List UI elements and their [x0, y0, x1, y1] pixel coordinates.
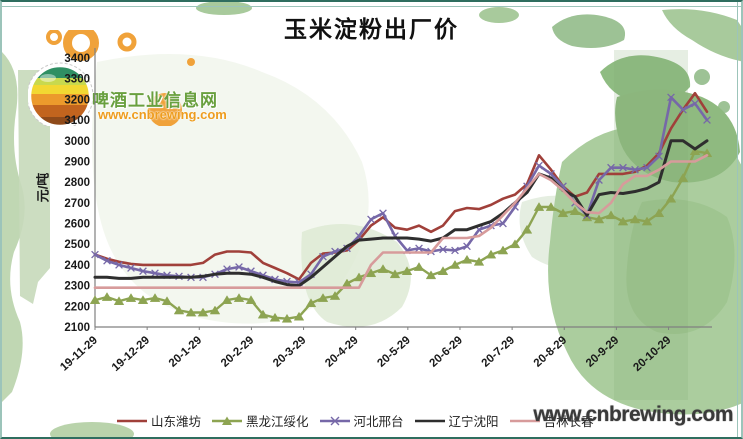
- legend-label: 辽宁沈阳: [448, 415, 499, 429]
- x-tick-label: 19-12-29: [110, 334, 152, 374]
- x-tick-label: 20-5-29: [375, 334, 412, 369]
- map-right-landmass-inner: [626, 199, 735, 334]
- legend-line-sample: [117, 419, 147, 422]
- legend-line-sample: [414, 419, 445, 422]
- y-axis-unit-label: 元/吨: [35, 172, 51, 203]
- map-mid-patch: [301, 224, 411, 327]
- x-tick-label: 20-10-29: [631, 334, 673, 374]
- watermark: www.cnbrewing.com: [533, 403, 733, 426]
- legend-line-sample: [319, 416, 350, 425]
- y-tick-label: 2800: [64, 177, 90, 189]
- legend-label: 吉林长春: [543, 415, 594, 429]
- map-left-band: [18, 70, 50, 304]
- x-tick-label: 20-1-29: [167, 334, 204, 369]
- y-tick-label: 2200: [64, 301, 90, 313]
- chart-title: 玉米淀粉出厂价: [284, 17, 459, 42]
- x-tick-label: 20-8-29: [532, 334, 569, 369]
- legend-item-heilongjiang-suihua: 黑龙江绥化: [211, 411, 309, 430]
- map-right-landmass-north: [615, 89, 740, 183]
- logo-site-url: www.cnbrewing.com: [98, 107, 227, 122]
- x-tick-label: 20-7-29: [480, 334, 517, 369]
- map-ne-hook: [662, 9, 741, 62]
- y-tick-label: 2500: [64, 239, 90, 251]
- legend-item-hebei-xingtai: 河北邢台: [319, 411, 404, 430]
- chart-legend: 山东潍坊 黑龙江绥化 河北邢台 辽宁沈阳 吉林长春: [116, 411, 594, 430]
- site-logo: 啤酒工业信息网 www.cnbrewing.com: [26, 25, 240, 130]
- series-line-2: [93, 96, 709, 284]
- legend-label: 黑龙江绥化: [246, 415, 309, 429]
- y-tick-label: 3100: [64, 115, 90, 127]
- series-x-markers: [91, 93, 711, 287]
- x-tick-label: 20-3-29: [271, 334, 308, 369]
- frame-inner-right-line: [737, 2, 738, 437]
- frame-inner-top-line: [2, 6, 741, 7]
- x-tick-label: 20-9-29: [584, 334, 621, 369]
- legend-item-shandong-weifang: 山东潍坊: [116, 411, 201, 430]
- x-tick-label: 20-6-29: [427, 334, 464, 369]
- legend-line-sample: [509, 419, 540, 422]
- x-tick-label: 19-11-29: [58, 334, 100, 373]
- series-line-1: [93, 149, 709, 320]
- y-tick-label: 3300: [64, 74, 90, 86]
- map-ne-island-1: [552, 14, 626, 48]
- map-left-coast: [2, 52, 25, 402]
- y-tick-label: 2600: [64, 219, 90, 231]
- x-tick-label: 20-2-29: [219, 334, 256, 369]
- series-triangle-markers: [89, 146, 713, 323]
- series-line-3: [93, 139, 709, 288]
- map-bottom-island: [50, 422, 134, 437]
- legend-label: 山东潍坊: [151, 415, 202, 429]
- y-tick-label: 2900: [64, 156, 90, 168]
- y-tick-label: 2100: [64, 322, 90, 334]
- map-top-island-1: [196, 2, 252, 15]
- logo-site-name: 啤酒工业信息网: [92, 91, 218, 110]
- series-line-4: [93, 154, 709, 290]
- map-top-island-2: [479, 7, 519, 23]
- map-small-island-1: [694, 69, 710, 85]
- x-tick-label: 20-4-29: [323, 334, 360, 369]
- y-tick-label: 3200: [64, 94, 90, 106]
- legend-line-sample: [212, 416, 243, 425]
- y-tick-label: 2300: [64, 281, 90, 293]
- y-tick-label: 2700: [64, 198, 90, 210]
- legend-label: 河北邢台: [353, 415, 404, 429]
- y-tick-label: 2400: [64, 260, 90, 272]
- legend-item-liaoning-shenyang: 辽宁沈阳: [414, 411, 499, 430]
- legend-item-jilin-changchun: 吉林长春: [509, 411, 594, 430]
- y-tick-label: 3000: [64, 136, 90, 148]
- y-tick-label: 3400: [64, 53, 90, 65]
